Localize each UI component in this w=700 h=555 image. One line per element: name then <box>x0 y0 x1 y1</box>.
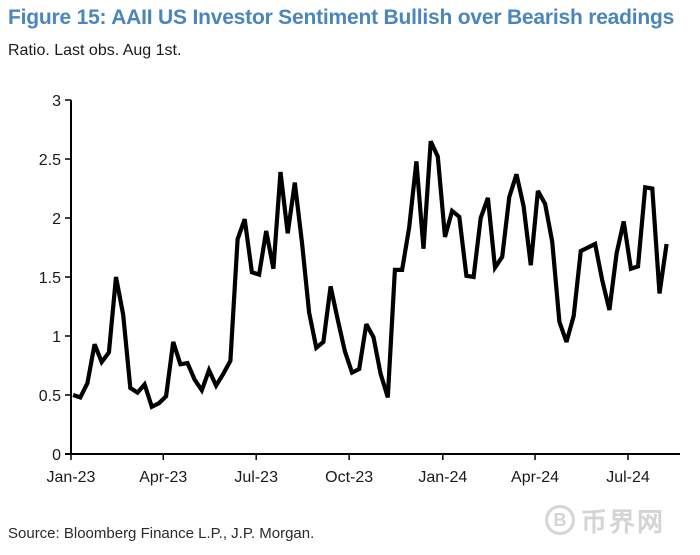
x-tick-label: Apr-23 <box>139 469 187 486</box>
chart-title: Figure 15: AAII US Investor Sentiment Bu… <box>8 6 675 29</box>
x-tick-label: Jan-24 <box>418 469 467 486</box>
y-tick-label: 2.5 <box>39 152 61 169</box>
x-tick-label: Jan-23 <box>47 469 96 486</box>
y-tick-label: 2 <box>52 211 61 228</box>
chart-subtitle: Ratio. Last obs. Aug 1st. <box>8 42 182 59</box>
y-axis: 0 0.5 1 1.5 2 2.5 3 <box>39 93 72 464</box>
watermark-text: 币界网 <box>581 507 666 538</box>
x-tick-label: Jul-24 <box>606 469 650 486</box>
x-tick-label: Jul-23 <box>234 469 278 486</box>
x-axis: Jan-23 Apr-23 Jul-23 Oct-23 Jan-24 Apr-24 Jul-… <box>47 453 680 486</box>
y-tick-label: 0.5 <box>39 388 61 405</box>
watermark: B 币界网 <box>545 500 695 540</box>
bitcoin-icon: B <box>545 505 575 535</box>
x-tick-label: Apr-24 <box>511 469 559 486</box>
source-note: Source: Bloomberg Finance L.P., J.P. Mor… <box>8 525 315 542</box>
y-tick-label: 3 <box>52 93 61 110</box>
y-tick-label: 1 <box>52 329 61 346</box>
x-tick-label: Oct-23 <box>325 469 373 486</box>
y-tick-label: 1.5 <box>39 270 61 287</box>
series-layer <box>72 140 669 410</box>
series-line <box>72 140 669 410</box>
y-tick-label: 0 <box>52 447 61 464</box>
